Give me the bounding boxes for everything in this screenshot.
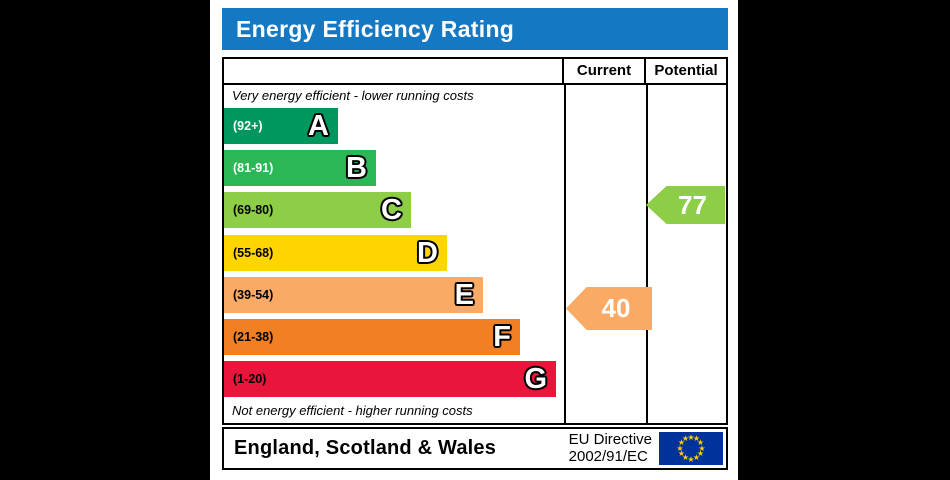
region-label: England, Scotland & Wales (234, 437, 497, 459)
band-letter: F (493, 321, 511, 353)
eu-flag-star: ★ (676, 443, 684, 453)
eu-flag-star: ★ (677, 449, 686, 458)
eu-flag-star: ★ (696, 449, 705, 458)
eu-flag-star: ★ (696, 438, 705, 447)
eu-flag-star: ★ (677, 438, 686, 447)
band-d: (55-68) D (224, 235, 447, 271)
eu-flag-star: ★ (687, 432, 695, 442)
eu-flag-star: ★ (687, 454, 695, 464)
eu-directive-label: EU Directive 2002/91/EC (568, 430, 659, 466)
eu-flag-star: ★ (681, 433, 690, 443)
header-bands-spacer (224, 59, 564, 83)
band-letter: A (308, 110, 329, 142)
eu-flag-star: ★ (692, 433, 701, 443)
eu-flag-star: ★ (681, 453, 690, 463)
band-range-label: (69-80) (233, 203, 274, 217)
band-range-label: (92+) (233, 119, 263, 133)
band-e: (39-54) E (224, 277, 483, 313)
band-letter: B (346, 152, 367, 184)
band-c: (69-80) C (224, 192, 411, 228)
column-header-potential: Potential (654, 62, 718, 79)
eu-flag-icon: ★ ★ ★ ★ ★ ★ ★ ★ ★ ★ ★ ★ (659, 432, 723, 465)
epc-certificate-panel: Energy Efficiency Rating Current Potenti… (210, 0, 738, 480)
band-range-label: (81-91) (233, 161, 274, 175)
eu-directive-line1: EU Directive (568, 430, 652, 448)
rating-table: Current Potential Very energy efficient … (222, 57, 728, 425)
column-header-current: Current (564, 59, 646, 83)
current-rating-arrow: 40 (566, 287, 652, 330)
top-note: Very energy efficient - lower running co… (232, 88, 474, 103)
table-header-row: Current Potential (224, 59, 726, 85)
band-range-label: (55-68) (233, 246, 274, 260)
band-range-label: (39-54) (233, 288, 274, 302)
band-g: (1-20) G (224, 361, 556, 397)
chart-title: Energy Efficiency Rating (236, 15, 515, 42)
band-letter: E (454, 279, 474, 311)
band-range-label: (21-38) (233, 330, 274, 344)
band-letter: D (417, 237, 438, 269)
bottom-note: Not energy efficient - higher running co… (232, 403, 473, 418)
band-b: (81-91) B (224, 150, 376, 186)
current-rating-value: 40 (601, 293, 631, 323)
eu-flag-star: ★ (698, 443, 706, 453)
potential-rating-value: 77 (678, 189, 707, 220)
band-a: (92+) A (224, 108, 338, 144)
current-column-divider (564, 85, 566, 423)
band-letter: C (381, 194, 402, 226)
eu-flag-star: ★ (692, 453, 701, 463)
footer-bar: England, Scotland & Wales EU Directive 2… (222, 427, 728, 470)
chart-title-bar: Energy Efficiency Rating (222, 8, 728, 50)
potential-rating-arrow: 77 (646, 186, 725, 224)
potential-column-divider (646, 85, 648, 423)
eu-directive-line2: 2002/91/EC (568, 447, 648, 465)
rating-scale-body: Very energy efficient - lower running co… (224, 85, 726, 423)
band-letter: G (524, 363, 547, 395)
band-range-label: (1-20) (233, 372, 267, 386)
band-f: (21-38) F (224, 319, 520, 355)
